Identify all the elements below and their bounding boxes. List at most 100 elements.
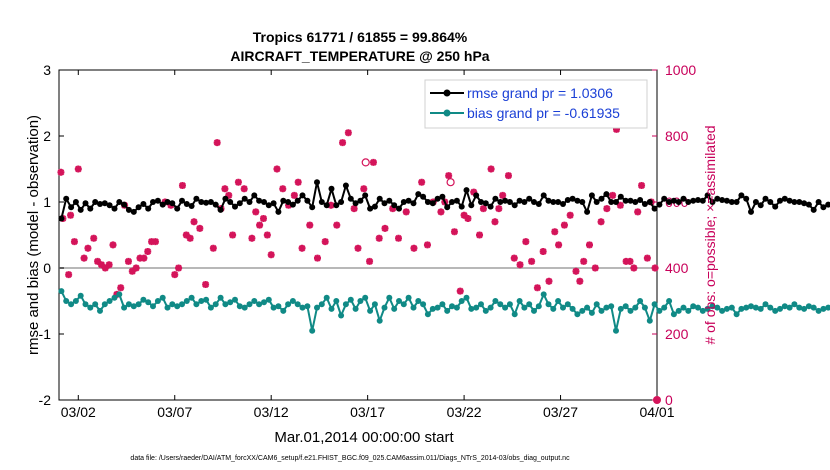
bias-point [497,301,504,308]
asterisk-glyph [171,271,179,279]
y-right-tick-label: 0 [665,392,673,408]
asterisk-glyph [67,211,75,219]
rmse-point [535,201,542,207]
obs-assimilated-marker [327,201,335,209]
obs-assimilated-marker [248,234,256,242]
asterisk-glyph [306,221,314,229]
rmse-point [434,195,441,202]
obs-assimilated-marker [622,257,630,265]
obs-assimilated-marker [175,264,183,272]
bias-point [690,303,697,310]
asterisk-glyph [470,188,478,196]
rmse-point [68,204,75,211]
bias-point [487,304,494,311]
bias-point [482,307,489,314]
obs-assimilated-marker [306,221,314,229]
obs-assimilated-marker [470,188,478,196]
asterisk-glyph [476,231,484,239]
bias-point [617,305,624,312]
obs-assimilated-marker [151,238,159,246]
asterisk-glyph [234,178,242,186]
asterisk-glyph [354,244,362,252]
asterisk-glyph [124,257,132,265]
obs-assimilated-marker [360,185,368,193]
bias-point [757,305,764,312]
rmse-point [526,195,533,202]
rmse-point [275,208,282,215]
rmse-point [492,195,499,202]
obs-assimilated-marker [566,211,574,219]
rmse-point [550,199,557,205]
obs-assimilated-marker [209,244,217,252]
rmse-point [497,199,504,205]
bias-point [791,301,798,308]
bias-point [106,298,113,304]
bias-point [193,301,200,308]
asterisk-glyph [504,172,512,180]
obs-assimilated-marker [225,191,233,199]
rmse-point [656,201,663,208]
rmse-point [97,201,103,207]
bias-point [400,301,407,308]
bias-point [699,307,706,314]
bias-point [762,301,769,308]
rmse-point [261,199,267,205]
bias-point [579,307,586,314]
bias-point [463,294,470,301]
bias-point [569,305,576,312]
rmse-point [121,201,128,208]
obs-assimilated-marker [109,241,117,249]
rmse-point [449,199,455,205]
bias-point [622,303,629,310]
obs-assimilated-marker [395,234,403,242]
rmse-point [598,195,605,202]
bias-point [675,307,682,314]
obs-assimilated-marker [555,241,563,249]
obs-assimilated-marker [267,251,275,259]
obs-assimilated-marker [560,221,568,229]
obs-assimilated-marker [132,264,140,272]
rmse-point [169,200,176,207]
rmse-point [328,185,335,192]
asterisk-glyph [273,165,281,173]
bias-point [318,301,325,308]
bias-point [752,304,759,311]
asterisk-glyph [80,254,88,262]
obs-assimilated-marker [491,218,499,226]
bias-point [584,304,591,311]
obs-assimilated-marker [186,234,194,242]
rmse-point [752,199,759,205]
bias-point [72,298,79,304]
rmse-point [791,199,798,205]
obs-assimilated-marker [234,178,242,186]
asterisk-glyph [140,254,148,262]
obs-assimilated-marker [410,244,418,252]
chart-title-line-1: Tropics 61771 / 61855 = 99.864% [253,29,468,45]
rmse-point [236,200,243,207]
asterisk-glyph [516,261,524,269]
rmse-point [405,197,412,204]
asterisk-glyph [70,238,78,246]
rmse-point [560,201,566,207]
asterisk-glyph [572,267,580,275]
possible-circle-b [446,178,455,187]
rmse-series [58,179,830,222]
rmse-point [757,202,764,209]
asterisk-glyph [321,238,329,246]
rmse-point [251,192,258,199]
rmse-point [670,197,677,204]
bias-point [545,301,552,308]
rmse-point [285,199,292,205]
asterisk-glyph [612,125,620,133]
rmse-point [743,195,750,202]
possible-circle-a [361,158,370,167]
obs-assimilated-marker [285,201,293,209]
end-dot [653,396,661,404]
obs-assimilated-marker [456,287,464,295]
rmse-point [304,197,311,204]
obs-assimilated-marker [321,238,329,246]
rmse-point [367,205,374,212]
bias-point [236,303,243,310]
obs-assimilated-marker [572,267,580,275]
